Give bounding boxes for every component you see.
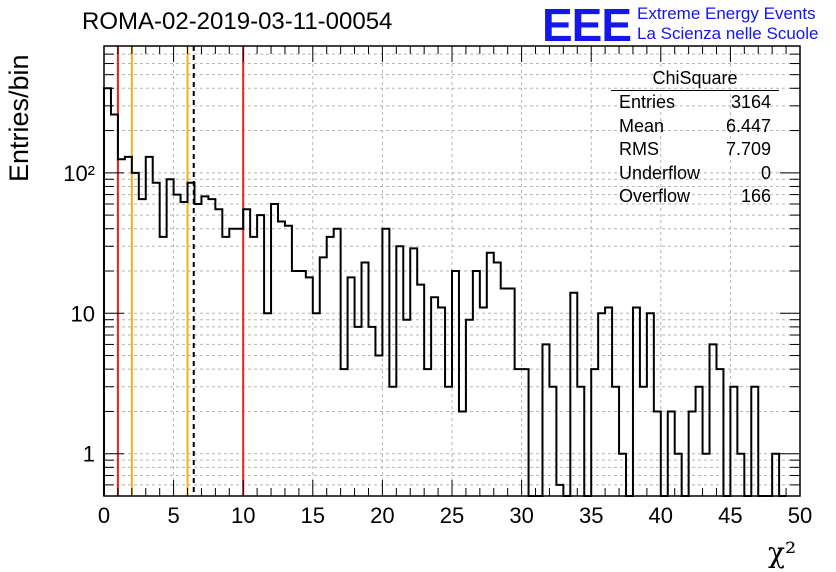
x-tick-label: 5	[167, 503, 179, 528]
y-axis-label: Entries/bin	[4, 54, 34, 182]
eee-logo: EEE	[542, 0, 632, 51]
stats-row-rms: RMS 7.709	[611, 138, 779, 162]
stats-value: 3164	[730, 92, 771, 112]
y-tick-label: 10²	[63, 161, 95, 186]
stats-label: Underflow	[619, 162, 701, 183]
logo-line-2: La Scienza nelle Scuole	[637, 24, 819, 43]
stats-label: Mean	[619, 115, 665, 136]
stats-row-overflow: Overflow 166	[611, 185, 779, 209]
stats-row-mean: Mean 6.447	[611, 115, 779, 139]
tick-labels: 0 5 10 15 20 25 30 35 40 45 50 1 10 10²	[63, 161, 812, 528]
stats-label: RMS	[619, 139, 659, 159]
x-tick-label: 50	[788, 503, 812, 528]
stats-row-underflow: Underflow 0	[611, 162, 779, 186]
stats-box: ChiSquare Entries 3164 Mean 6.447 RMS 7.709…	[611, 68, 779, 209]
y-tick-label: 10	[71, 301, 95, 326]
axes	[103, 45, 801, 497]
y-tick-label: 1	[83, 442, 95, 467]
x-tick-label: 10	[231, 503, 255, 528]
stats-value: 6.447	[725, 115, 771, 136]
x-tick-label: 45	[718, 503, 742, 528]
stats-row-entries: Entries 3164	[611, 91, 779, 115]
x-tick-label: 20	[370, 503, 394, 528]
x-tick-label: 30	[509, 503, 533, 528]
x-tick-label: 25	[440, 503, 464, 528]
stats-value: 166	[740, 186, 771, 206]
stats-label: Entries	[619, 92, 676, 112]
stats-value: 7.709	[725, 139, 771, 159]
stats-title: ChiSquare	[611, 68, 779, 91]
x-tick-label: 35	[579, 503, 603, 528]
x-tick-label: 15	[301, 503, 325, 528]
x-axis-label: χ²	[768, 536, 797, 569]
x-tick-label: 0	[98, 503, 110, 528]
stats-label: Overflow	[619, 186, 691, 206]
chart-title: ROMA-02-2019-03-11-00054	[82, 8, 393, 35]
x-tick-label: 40	[649, 503, 673, 528]
stats-value: 0	[760, 162, 771, 183]
logo-line-1: Extreme Energy Events	[637, 4, 816, 23]
histogram-series	[103, 87, 787, 497]
